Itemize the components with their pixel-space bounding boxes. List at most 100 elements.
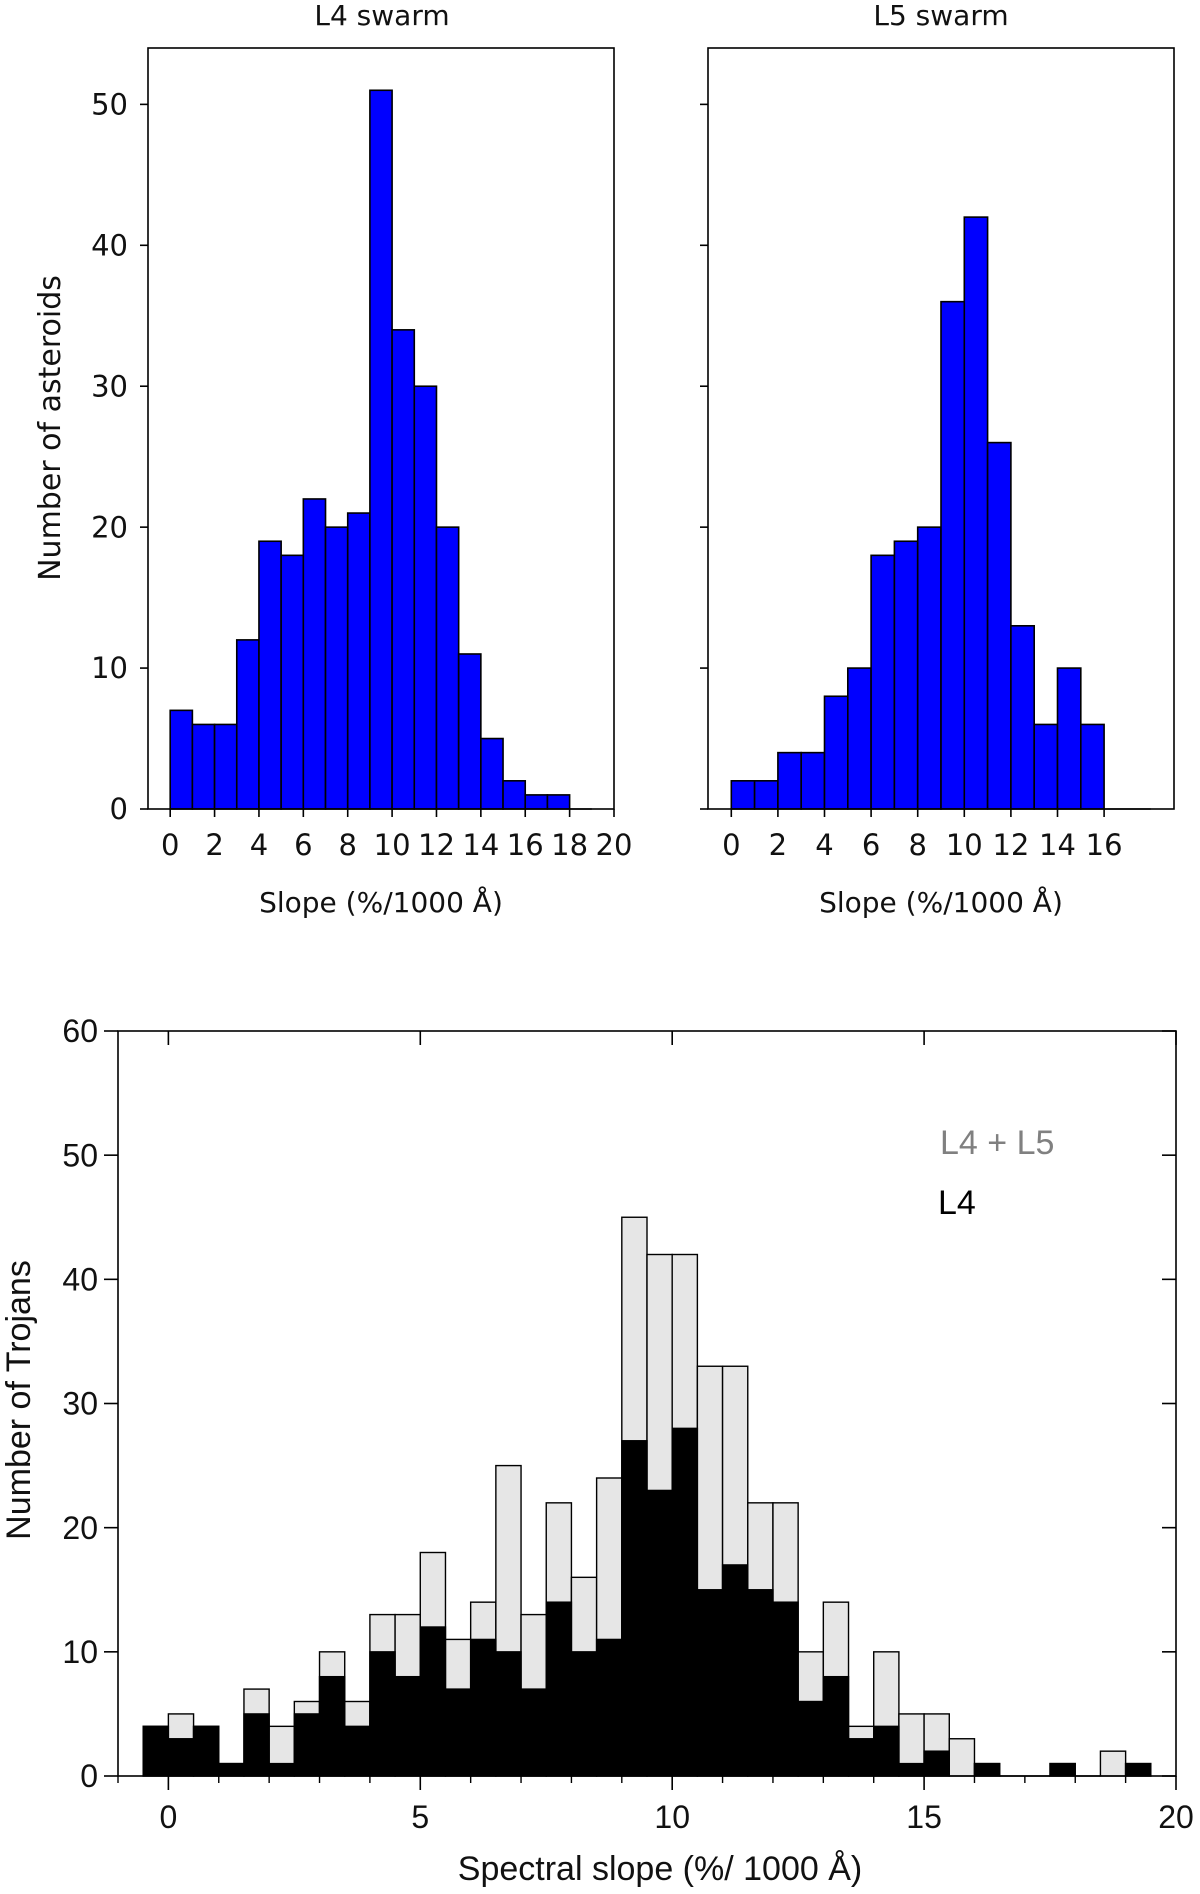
l4-bar-counts (280, 554, 305, 810)
l5-panel-title: L5 swarm (873, 0, 1008, 32)
trojans-bar-l4 (293, 1713, 321, 1777)
trojans-bar-l4 (570, 1651, 598, 1777)
trojans-bar-l4 (469, 1638, 497, 1777)
l5-bar-counts (940, 300, 966, 810)
l4-bar-counts (413, 385, 438, 810)
l4-x-tick-label: 20 (596, 828, 633, 862)
trojans-bar-l4 (520, 1688, 547, 1777)
l5-bar-counts (916, 526, 942, 810)
trojans-y-axis-label: Number of Trojans (0, 1260, 38, 1540)
legend-l4: L4 (938, 1184, 976, 1222)
trojans-bar-l4 (721, 1564, 749, 1777)
trojans-bar-l4-l5 (948, 1738, 976, 1777)
trojans-bar-l4 (142, 1725, 170, 1777)
l4-panel-title: L4 swarm (314, 0, 449, 32)
trojans-histogram: 0 5 10 15 20 0 10 20 30 40 50 60 L4 + L5 L4 Spectra… (0, 1013, 1194, 1888)
l5-bar-counts (1033, 723, 1059, 810)
trojans-bar-l4 (646, 1489, 673, 1777)
trojans-bar-l4 (268, 1762, 296, 1777)
trojans-bar-l4 (444, 1688, 472, 1777)
l5-bar-counts (846, 667, 872, 810)
trojans-bar-l4 (747, 1589, 774, 1777)
trojans-bar-l4 (923, 1750, 950, 1777)
l4-x-axis-label: Slope (%/1000 Å) (259, 885, 503, 919)
l5-bar-counts (753, 780, 779, 810)
l5-bar-counts (1010, 624, 1036, 810)
trojans-x-axis-label: Spectral slope (%/ 1000 Å) (458, 1850, 862, 1888)
trojans-bar-l4 (369, 1651, 396, 1777)
l5-x-tick-label: 6 (862, 828, 880, 862)
trojans-x-tick-label: 5 (411, 1799, 429, 1835)
l4-x-tick-label: 12 (418, 828, 455, 862)
l4-bar-counts (169, 709, 194, 810)
l4-y-tick-label: 20 (91, 510, 128, 544)
l5-bar-counts (777, 751, 803, 810)
l4-bar-counts (457, 653, 482, 810)
trojans-y-tick-label: 30 (62, 1386, 98, 1422)
trojans-bar-l4 (192, 1725, 220, 1777)
l4-x-tick-label: 18 (551, 828, 588, 862)
l5-x-tick-label: 14 (1039, 828, 1076, 862)
l5-swarm-histogram: L5 swarm 0 2 4 6 8 10 12 14 16 Slope (%/1000 Å) (700, 0, 1175, 919)
l4-bar-counts (502, 780, 527, 810)
trojans-plot-frame (117, 1030, 1177, 1777)
l4-bar-counts (324, 526, 349, 810)
l4-y-tick-label: 50 (91, 88, 128, 122)
trojans-bar-l4 (873, 1725, 900, 1777)
l4-bar-counts (346, 512, 371, 810)
trojans-bar-l4 (772, 1601, 799, 1777)
trojans-y-tick-label: 0 (80, 1758, 98, 1794)
l4-x-tick-label: 8 (338, 828, 356, 862)
legend-l4-plus-l5: L4 + L5 (940, 1124, 1054, 1162)
l5-x-tick-label: 10 (946, 828, 983, 862)
l5-bar-counts (823, 695, 849, 810)
trojans-bar-l4 (797, 1700, 825, 1777)
l4-bar-counts (435, 526, 460, 810)
trojans-x-tick-label: 10 (654, 1799, 690, 1835)
l4-x-tick-label: 10 (374, 828, 411, 862)
trojans-bar-l4 (621, 1440, 648, 1777)
trojans-x-tick-label: 15 (906, 1799, 942, 1835)
l5-bar-counts (893, 540, 919, 810)
trojans-bar-l4 (847, 1738, 875, 1777)
l4-bar-counts (302, 498, 327, 810)
trojans-y-tick-label: 20 (62, 1510, 98, 1546)
trojans-bar-l4 (394, 1675, 421, 1777)
l4-bar-counts (191, 723, 216, 810)
trojans-bar-l4 (898, 1762, 925, 1777)
l4-bar-counts (235, 639, 260, 810)
l4-y-tick-label: 0 (110, 792, 128, 826)
l4-bar-counts (524, 794, 549, 810)
l5-bar-counts (1080, 723, 1105, 810)
trojans-x-tick-label: 0 (159, 1799, 177, 1835)
l5-bar-counts (963, 216, 989, 810)
l5-bar-counts (1056, 667, 1082, 810)
l4-bar-counts (213, 723, 238, 810)
trojans-bar-l4 (1124, 1762, 1152, 1777)
l4-x-tick-label: 14 (462, 828, 499, 862)
l4-y-tick-label: 10 (91, 651, 128, 685)
l4-x-tick-label: 2 (205, 828, 223, 862)
trojans-bar-l4 (671, 1427, 699, 1777)
l4-y-tick-label: 40 (91, 228, 128, 262)
l5-x-tick-label: 8 (908, 828, 926, 862)
l5-x-tick-label: 16 (1086, 828, 1123, 862)
trojans-y-tick-label: 60 (62, 1013, 98, 1049)
l4-y-axis-label: Number of asteroids (33, 275, 68, 581)
trojans-bar-l4 (419, 1626, 447, 1777)
trojans-bar-l4 (595, 1638, 623, 1777)
l4-x-tick-label: 0 (161, 828, 179, 862)
l5-bar-counts (986, 441, 1012, 810)
l5-x-tick-label: 12 (992, 828, 1029, 862)
trojans-bar-l4 (318, 1675, 346, 1777)
l5-bar-counts (870, 554, 896, 810)
l4-x-tick-label: 6 (294, 828, 312, 862)
l4-bar-counts (391, 329, 416, 810)
trojans-bar-l4 (545, 1601, 573, 1777)
l5-x-tick-label: 2 (769, 828, 787, 862)
l5-x-tick-label: 4 (815, 828, 833, 862)
l5-bar-counts (800, 751, 826, 810)
l4-bar-counts (480, 737, 504, 810)
l5-x-tick-label: 0 (722, 828, 740, 862)
